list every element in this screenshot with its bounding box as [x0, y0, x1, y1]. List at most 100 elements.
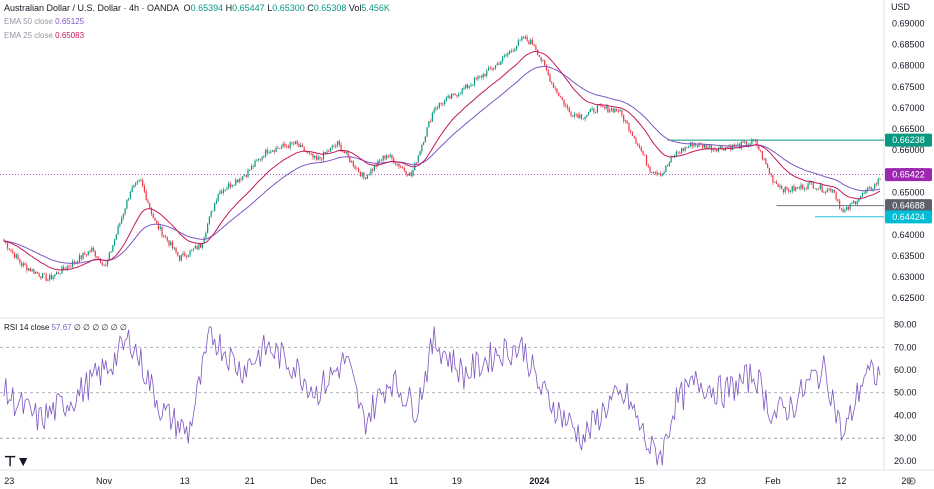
candle-body	[496, 63, 498, 66]
candle	[849, 203, 851, 211]
candle-body	[31, 269, 33, 272]
candle-body	[59, 273, 61, 275]
candle	[831, 188, 834, 194]
ema50-legend[interactable]: EMA 50 close 0.65125	[4, 15, 390, 29]
candle	[544, 59, 546, 66]
candle-body	[150, 207, 153, 214]
candle-body	[568, 108, 570, 113]
time-tick-label: 23	[4, 476, 14, 486]
candle	[115, 234, 117, 240]
candle	[500, 60, 502, 66]
candle-body	[689, 142, 692, 147]
candle-body	[207, 223, 209, 233]
candle-body	[133, 185, 135, 188]
candle-body	[277, 147, 279, 149]
candle	[293, 141, 295, 146]
candle-body	[740, 141, 742, 149]
candle-body	[42, 273, 44, 279]
candle	[835, 190, 837, 201]
candle-body	[103, 264, 105, 266]
candle-body	[470, 84, 472, 87]
candle	[742, 139, 744, 144]
candle	[647, 163, 649, 169]
candle-body	[589, 109, 591, 113]
candle-body	[552, 82, 555, 88]
candle-body	[466, 84, 469, 88]
candle	[556, 88, 558, 95]
candle	[38, 272, 40, 278]
candle	[68, 264, 70, 269]
candle	[82, 252, 84, 261]
candle	[468, 85, 470, 90]
candle-body	[386, 155, 388, 159]
candle-body	[865, 190, 867, 193]
candle-body	[68, 266, 70, 268]
candle-body	[271, 150, 274, 152]
candle	[349, 155, 351, 163]
candle	[823, 190, 825, 193]
candle	[219, 189, 221, 195]
candle	[630, 129, 632, 135]
candle-body	[152, 213, 154, 218]
candle-body	[136, 181, 139, 183]
candle	[42, 272, 44, 279]
candle-body	[173, 247, 175, 249]
candle	[830, 187, 832, 193]
time-tick-label: Dec	[310, 476, 327, 486]
candle-body	[717, 148, 720, 152]
candle-body	[6, 243, 9, 249]
candle	[171, 239, 174, 251]
candle-body	[177, 252, 179, 256]
candle	[298, 142, 300, 148]
price-label-current: 0.65422	[885, 168, 932, 182]
candle-body	[803, 188, 806, 190]
candle	[328, 149, 330, 153]
candle	[451, 93, 453, 100]
candle-body	[408, 172, 411, 176]
candle	[538, 54, 541, 58]
candle	[589, 108, 591, 113]
candle	[454, 93, 456, 96]
candle-body	[515, 45, 518, 50]
candle	[661, 173, 663, 177]
symbol-label[interactable]: Australian Dollar / U.S. Dollar · 4h · O…	[4, 3, 179, 13]
candle-body	[368, 174, 370, 176]
candle	[361, 172, 363, 179]
ema25-legend[interactable]: EMA 25 close 0.65083	[4, 29, 390, 43]
candle	[635, 136, 637, 145]
candle-body	[675, 151, 677, 156]
candle	[387, 154, 390, 159]
candle	[633, 135, 635, 140]
candle-body	[501, 56, 504, 62]
candle	[136, 179, 139, 185]
candle-body	[630, 130, 632, 133]
candle	[49, 273, 51, 282]
currency-selector[interactable]: USD	[891, 2, 911, 12]
candle-body	[110, 251, 112, 253]
candle	[270, 149, 272, 154]
candle	[266, 147, 268, 156]
settings-gear-icon[interactable]: ⚙	[907, 475, 917, 488]
candle	[514, 47, 516, 52]
candle	[289, 141, 291, 151]
candle-body	[500, 61, 502, 65]
candle-body	[361, 172, 363, 177]
candle	[459, 92, 462, 95]
candle	[582, 118, 584, 120]
candle-body	[786, 187, 788, 190]
candle-body	[149, 203, 151, 208]
time-tick-label: 23	[696, 476, 706, 486]
ohlc-open-label: O	[183, 3, 191, 13]
candle-body	[537, 50, 539, 56]
candle	[8, 248, 10, 251]
candle	[865, 188, 867, 195]
candle-body	[217, 193, 219, 201]
candle	[380, 158, 383, 162]
rsi-legend[interactable]: RSI 14 close 57.67 ∅ ∅ ∅ ∅ ∅ ∅	[4, 323, 127, 332]
candle	[163, 234, 165, 238]
candle	[856, 199, 858, 207]
candle-body	[428, 121, 430, 128]
candle-body	[394, 163, 397, 165]
